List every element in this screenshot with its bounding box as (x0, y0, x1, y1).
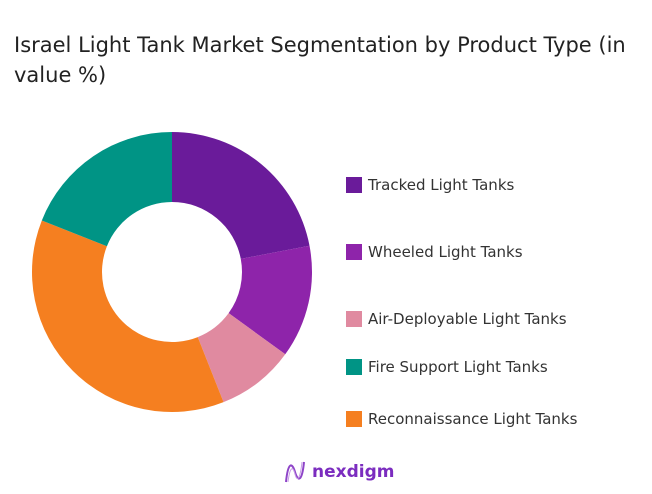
legend-label: Air-Deployable Light Tanks (368, 310, 567, 328)
slice-tracked-light-tanks (172, 132, 310, 259)
legend-item: Wheeled Light Tanks (346, 243, 523, 261)
legend-label: Wheeled Light Tanks (368, 243, 523, 261)
legend-item: Fire Support Light Tanks (346, 358, 548, 376)
chart-title: Israel Light Tank Market Segmentation by… (14, 33, 626, 87)
legend-item: Air-Deployable Light Tanks (346, 310, 567, 328)
legend-item: Tracked Light Tanks (346, 176, 514, 194)
logo-icon (285, 461, 305, 483)
legend-label: Tracked Light Tanks (368, 176, 515, 194)
logo-text: nexdigm (312, 462, 395, 482)
legend-label: Fire Support Light Tanks (368, 358, 548, 376)
legend-item: Reconnaissance Light Tanks (346, 410, 577, 428)
slice-wheeled-light-tanks (228, 245, 312, 355)
slice-fire-support-light-tanks (41, 132, 172, 247)
slice-reconnaissance-light-tanks (32, 220, 224, 412)
nexdigm-logo: nexdigm (284, 460, 394, 484)
legend-swatch (346, 359, 362, 375)
legend-swatch (346, 311, 362, 327)
legend-swatch (346, 244, 362, 260)
legend-swatch (346, 411, 362, 427)
legend-swatch (346, 177, 362, 193)
legend-label: Reconnaissance Light Tanks (368, 410, 578, 428)
slice-air-deployable-light-tanks (197, 313, 286, 403)
